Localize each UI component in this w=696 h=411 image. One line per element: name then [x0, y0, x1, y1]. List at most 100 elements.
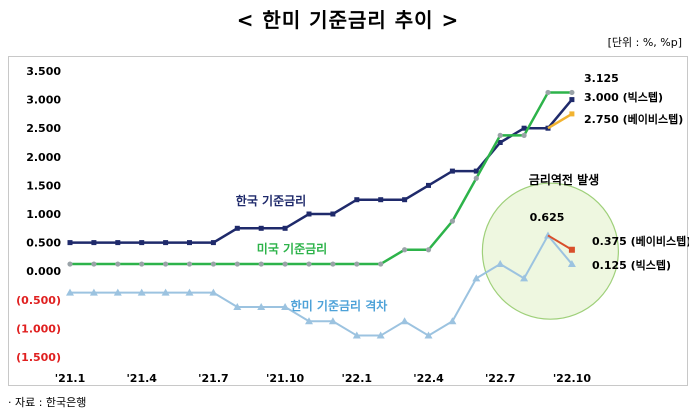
y-tick-label: 3.000: [26, 94, 61, 107]
annotation-us-end: 3.125: [584, 72, 619, 85]
gap-baby-step-line: [547, 234, 573, 251]
series-label: 한국 기준금리: [236, 193, 306, 208]
x-tick-label: '21.10: [266, 372, 305, 385]
data-point: [137, 288, 146, 296]
series-label: 한미 기준금리 격차: [291, 298, 388, 313]
series-line: [70, 91, 572, 266]
annotation-gap-peak: 0.625: [530, 211, 565, 224]
data-point: [91, 240, 97, 246]
data-point: [400, 317, 409, 325]
data-point: [139, 261, 145, 267]
data-point: [257, 302, 266, 310]
data-point: [520, 274, 529, 282]
data-point: [354, 197, 360, 203]
y-tick-label: 2.000: [26, 151, 61, 164]
data-point: [567, 260, 576, 268]
data-point: [448, 317, 457, 325]
data-point: [472, 274, 481, 282]
data-point: [354, 261, 360, 267]
y-tick-label: 1.000: [26, 208, 61, 221]
chart-title: < 한미 기준금리 추이 >: [236, 8, 460, 32]
data-point: [473, 168, 479, 174]
data-point: [521, 132, 527, 138]
data-point: [378, 197, 384, 203]
x-tick-label: '22.1: [342, 372, 373, 385]
data-point: [568, 246, 575, 253]
data-point: [163, 240, 169, 246]
data-point: [66, 288, 74, 296]
annotation-korea-big: 3.000 (빅스텝): [584, 90, 663, 104]
data-point: [328, 317, 337, 325]
data-point: [305, 317, 313, 325]
annotation-gap-big: 0.125 (빅스텝): [592, 258, 671, 272]
data-point: [306, 261, 312, 267]
data-point: [352, 331, 361, 339]
x-tick-label: '21.1: [55, 372, 86, 385]
y-tick-label: (0.500): [16, 294, 61, 307]
data-point: [497, 132, 503, 138]
data-point: [425, 247, 432, 253]
data-point: [258, 225, 264, 231]
data-point: [210, 261, 216, 267]
data-point: [521, 125, 527, 131]
y-tick-label: 1.500: [26, 179, 61, 192]
data-point: [115, 240, 121, 246]
data-point: [282, 261, 288, 267]
y-tick-label: 0.500: [26, 237, 61, 250]
unit-label: [단위 : %, %p]: [607, 36, 682, 49]
data-point: [402, 197, 408, 203]
data-point: [376, 331, 385, 339]
y-tick-label: 0.000: [26, 265, 61, 278]
inversion-highlight-circle: [481, 182, 619, 320]
data-point: [210, 240, 216, 246]
x-tick-label: '22.10: [553, 372, 592, 385]
data-point: [281, 302, 290, 310]
data-point: [67, 261, 73, 267]
series-label: 미국 기준금리: [257, 241, 327, 256]
data-point: [186, 261, 193, 267]
data-point: [67, 240, 73, 246]
data-point: [209, 288, 218, 296]
annotation-gap-baby: 0.375 (베이비스텝): [592, 234, 689, 248]
chart-svg: 3.500 3.000 2.500 2.000 1.500 1.000 0.500 0.000…: [16, 65, 689, 385]
data-point: [496, 260, 505, 268]
y-tick-label: 3.500: [26, 65, 61, 78]
y-tick-label: (1.000): [16, 322, 61, 335]
data-point: [282, 225, 288, 231]
data-point: [473, 175, 479, 181]
annotation-korea-baby: 2.750 (베이비스텝): [584, 112, 683, 126]
data-point: [139, 240, 145, 246]
data-point: [91, 261, 97, 267]
source-note: · 자료 : 한국은행: [8, 396, 87, 409]
x-tick-label: '22.7: [485, 372, 516, 385]
data-point: [113, 288, 122, 296]
data-point: [258, 261, 264, 267]
data-point: [330, 211, 336, 217]
x-tick-label: '21.7: [198, 372, 229, 385]
data-point: [426, 182, 431, 188]
data-point: [234, 261, 240, 267]
x-tick-label: '21.4: [126, 372, 157, 385]
data-point: [569, 97, 575, 103]
data-point: [161, 288, 170, 296]
data-point: [330, 261, 336, 267]
data-point: [449, 218, 455, 224]
data-point: [569, 89, 575, 96]
data-point: [185, 288, 194, 296]
series-line: [70, 233, 573, 337]
data-point: [233, 302, 242, 310]
data-point: [545, 89, 551, 96]
data-point: [89, 288, 98, 296]
y-tick-label: (1.500): [16, 351, 61, 364]
annotation-inversion: 금리역전 발생: [529, 172, 599, 187]
data-point: [378, 261, 384, 267]
data-point: [187, 240, 192, 246]
data-point: [569, 111, 575, 117]
data-point: [497, 140, 503, 145]
data-point: [234, 225, 240, 231]
data-point: [424, 331, 433, 339]
y-tick-label: 2.500: [26, 122, 61, 135]
korea-baby-step-line: [547, 112, 573, 130]
data-point: [449, 168, 455, 174]
data-point: [306, 211, 312, 217]
